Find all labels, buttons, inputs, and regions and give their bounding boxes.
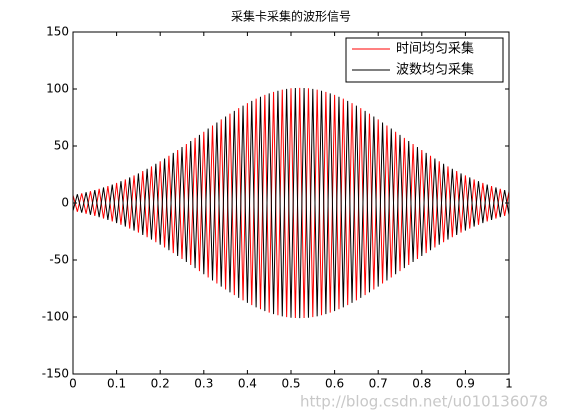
series-line [72,87,510,319]
y-tick-label: 0 [61,196,69,210]
x-tick-label: 0.8 [412,377,431,391]
x-tick-label: 0.4 [238,377,257,391]
y-tick-label: -100 [42,310,69,324]
y-tick-label: 150 [46,25,69,39]
y-tick-label: 100 [46,82,69,96]
y-tick-label: -50 [49,253,69,267]
legend-label: 时间均匀采集 [396,41,474,57]
x-tick-label: 0.7 [369,377,388,391]
plot-area [72,87,510,319]
series-line [72,87,510,319]
x-tick-label: 0.5 [281,377,300,391]
legend-label: 波数均匀采集 [396,62,474,78]
legend-box [345,37,504,83]
x-tick-label: 1 [505,377,513,391]
x-tick-label: 0 [69,377,77,391]
x-tick-label: 0.2 [151,377,170,391]
chart-title: 采集卡采集的波形信号 [231,9,351,24]
x-tick-label: 0.6 [325,377,344,391]
watermark: http://blog.csdn.net/u010136078 [300,393,548,411]
x-tick-label: 0.1 [107,377,126,391]
y-tick-label: -150 [42,367,69,381]
x-tick-label: 0.3 [194,377,213,391]
y-tick-label: 50 [54,139,69,153]
x-tick-label: 0.9 [456,377,475,391]
